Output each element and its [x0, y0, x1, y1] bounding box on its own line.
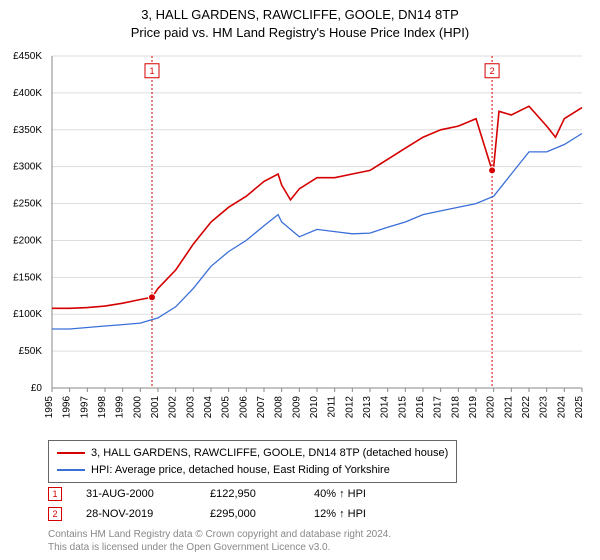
chart-container: 3, HALL GARDENS, RAWCLIFFE, GOOLE, DN14 … — [0, 0, 600, 560]
svg-text:2001: 2001 — [150, 396, 161, 419]
svg-text:£450K: £450K — [13, 51, 42, 62]
sale-marker-1: 1 — [48, 487, 62, 501]
sale-row-1: 1 31-AUG-2000 £122,950 40% ↑ HPI — [48, 484, 414, 504]
sales-table: 1 31-AUG-2000 £122,950 40% ↑ HPI 2 28-NO… — [48, 484, 414, 524]
svg-text:£0: £0 — [31, 383, 43, 394]
legend-row-hpi: HPI: Average price, detached house, East… — [57, 462, 448, 479]
footnote-line-1: Contains HM Land Registry data © Crown c… — [48, 528, 391, 541]
svg-text:2008: 2008 — [274, 396, 285, 419]
legend: 3, HALL GARDENS, RAWCLIFFE, GOOLE, DN14 … — [48, 440, 457, 483]
svg-text:2007: 2007 — [256, 396, 267, 419]
svg-text:£200K: £200K — [13, 235, 42, 246]
svg-text:2016: 2016 — [415, 396, 426, 419]
svg-text:2005: 2005 — [221, 396, 232, 419]
svg-text:2003: 2003 — [185, 396, 196, 419]
svg-text:1998: 1998 — [97, 396, 108, 419]
svg-text:2021: 2021 — [503, 396, 514, 419]
svg-text:2009: 2009 — [291, 396, 302, 419]
svg-text:2019: 2019 — [468, 396, 479, 419]
svg-text:2015: 2015 — [397, 396, 408, 419]
svg-text:2020: 2020 — [486, 396, 497, 419]
chart-svg: £0£50K£100K£150K£200K£250K£300K£350K£400… — [48, 50, 588, 430]
legend-label-price: 3, HALL GARDENS, RAWCLIFFE, GOOLE, DN14 … — [91, 445, 448, 462]
chart-plot-area: £0£50K£100K£150K£200K£250K£300K£350K£400… — [48, 50, 588, 430]
sale-date-1: 31-AUG-2000 — [86, 488, 186, 500]
title-line-2: Price paid vs. HM Land Registry's House … — [0, 24, 600, 42]
svg-text:£50K: £50K — [19, 346, 43, 357]
svg-text:2022: 2022 — [521, 396, 532, 419]
svg-text:£150K: £150K — [13, 272, 42, 283]
svg-text:2006: 2006 — [238, 396, 249, 419]
svg-text:2014: 2014 — [380, 396, 391, 419]
svg-text:2017: 2017 — [433, 396, 444, 419]
legend-row-price: 3, HALL GARDENS, RAWCLIFFE, GOOLE, DN14 … — [57, 445, 448, 462]
svg-text:£350K: £350K — [13, 125, 42, 136]
svg-text:2: 2 — [490, 66, 495, 76]
legend-swatch-price — [57, 452, 85, 454]
sale-row-2: 2 28-NOV-2019 £295,000 12% ↑ HPI — [48, 504, 414, 524]
svg-text:2024: 2024 — [556, 396, 567, 419]
sale-delta-1: 40% ↑ HPI — [314, 488, 414, 500]
legend-label-hpi: HPI: Average price, detached house, East… — [91, 462, 390, 479]
svg-text:2011: 2011 — [327, 396, 338, 418]
svg-text:2012: 2012 — [344, 396, 355, 419]
sale-price-1: £122,950 — [210, 488, 290, 500]
sale-delta-2: 12% ↑ HPI — [314, 508, 414, 520]
svg-text:2013: 2013 — [362, 396, 373, 419]
svg-text:2018: 2018 — [450, 396, 461, 419]
svg-text:1996: 1996 — [62, 396, 73, 419]
footnote: Contains HM Land Registry data © Crown c… — [48, 528, 391, 554]
svg-text:£300K: £300K — [13, 162, 42, 173]
svg-text:2025: 2025 — [574, 396, 585, 419]
svg-text:2023: 2023 — [539, 396, 550, 419]
sale-price-2: £295,000 — [210, 508, 290, 520]
svg-text:2000: 2000 — [132, 396, 143, 419]
svg-text:1999: 1999 — [115, 396, 126, 419]
sale-date-2: 28-NOV-2019 — [86, 508, 186, 520]
svg-text:1: 1 — [149, 66, 154, 76]
title-line-1: 3, HALL GARDENS, RAWCLIFFE, GOOLE, DN14 … — [0, 6, 600, 24]
svg-text:2010: 2010 — [309, 396, 320, 419]
svg-text:1997: 1997 — [79, 396, 90, 419]
svg-text:1995: 1995 — [44, 396, 55, 419]
title-block: 3, HALL GARDENS, RAWCLIFFE, GOOLE, DN14 … — [0, 0, 600, 41]
svg-text:£400K: £400K — [13, 88, 42, 99]
svg-text:£100K: £100K — [13, 309, 42, 320]
footnote-line-2: This data is licensed under the Open Gov… — [48, 541, 391, 554]
svg-text:2004: 2004 — [203, 396, 214, 419]
sale-marker-2: 2 — [48, 507, 62, 521]
svg-text:£250K: £250K — [13, 199, 42, 210]
svg-text:2002: 2002 — [168, 396, 179, 419]
legend-swatch-hpi — [57, 469, 85, 471]
